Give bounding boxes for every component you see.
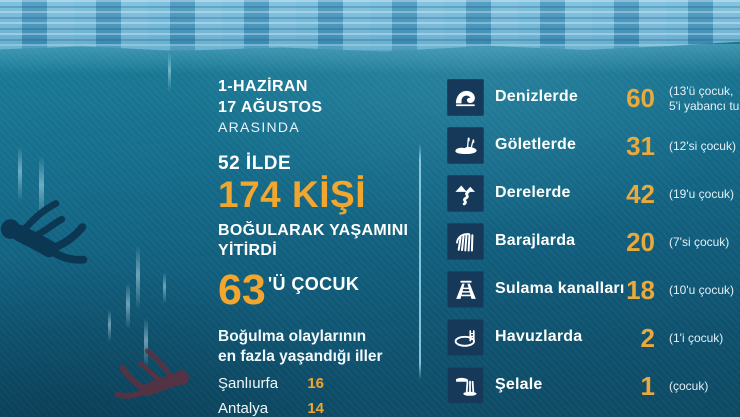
cities-title-line1: Boğulma olaylarının: [218, 328, 367, 345]
location-note: (13'ü çocuk, 5'i yabancı turist): [669, 84, 740, 113]
bubble-streak: [108, 310, 111, 342]
children-count: 63 'Ü ÇOCUK: [218, 266, 418, 314]
location-note: (7'si çocuk): [669, 235, 730, 249]
location-row-selale: Şelale 1 (çocuk): [447, 367, 740, 415]
cities-title-line2: en fazla yaşandığı iller: [218, 348, 383, 365]
bubble-streak: [144, 318, 148, 368]
children-suffix: 'Ü ÇOCUK: [267, 274, 360, 294]
location-note: (12'si çocuk): [669, 139, 736, 153]
location-value: 42: [626, 179, 655, 209]
location-value: 2: [640, 323, 655, 353]
summary-panel: 1-HAZİRAN 17 AĞUSTOS ARASINDA 52 İLDE 17…: [218, 76, 418, 417]
location-note: (1'i çocuk): [669, 331, 724, 345]
location-label: Göletlerde: [495, 136, 577, 153]
location-value: 60: [626, 83, 655, 113]
dam-spillway-icon: [447, 223, 484, 260]
bubble-streak: [18, 146, 22, 202]
bubble-streak: [126, 283, 130, 329]
bubble-streak: [163, 272, 166, 304]
mountain-stream-icon: [447, 175, 484, 212]
date-range-line1: 1-HAZİRAN: [218, 78, 308, 95]
location-value: 18: [626, 275, 655, 305]
waterfall-icon: [447, 367, 484, 404]
city-name: Antalya: [218, 400, 269, 417]
location-label: Derelerde: [495, 184, 571, 201]
sea-wave-icon: [447, 79, 484, 116]
children-number: 63: [218, 266, 266, 314]
location-label: Havuzlarda: [495, 328, 583, 345]
city-value: 16: [307, 375, 324, 392]
location-value: 31: [626, 131, 655, 161]
pool-ladder-icon: [447, 319, 484, 356]
location-label: Barajlarda: [495, 232, 576, 249]
cause-line1: BOĞULARAK YAŞAMINI: [218, 222, 409, 239]
location-label: Sulama kanalları: [495, 280, 625, 297]
location-note: (10'u çocuk): [669, 283, 734, 297]
drowning-figure-maroon: [114, 348, 189, 399]
city-row: Şanlıurfa 16: [218, 375, 324, 392]
bubble-streak: [168, 52, 171, 92]
bubble-streak: [136, 246, 140, 310]
location-label: Şelale: [495, 376, 543, 393]
location-row-denizlerde: Denizlerde 60 (13'ü çocuk, 5'i yabancı t…: [447, 79, 740, 127]
location-value: 20: [626, 227, 655, 257]
location-note: (19'u çocuk): [669, 187, 734, 201]
water-surface: [0, 0, 740, 52]
vertical-divider: [419, 143, 421, 380]
location-row-sulama-kanallari: Sulama kanalları 18 (10'u çocuk): [447, 271, 740, 319]
location-row-barajlarda: Barajlarda 20 (7'si çocuk): [447, 223, 740, 271]
provinces-count: 52 İLDE: [218, 153, 292, 174]
date-range-line2: 17 AĞUSTOS: [218, 99, 323, 116]
location-row-goletlerde: Göletlerde 31 (12'si çocuk): [447, 127, 740, 175]
cause-line2: YİTİRDİ: [218, 242, 277, 259]
location-label: Denizlerde: [495, 88, 578, 105]
date-range-line3: ARASINDA: [218, 119, 300, 135]
total-deaths: 174 KİŞİ: [218, 174, 366, 215]
location-note: (çocuk): [669, 379, 709, 393]
location-row-derelerde: Derelerde 42 (19'u çocuk): [447, 175, 740, 223]
location-row-havuzlarda: Havuzlarda 2 (1'i çocuk): [447, 319, 740, 367]
location-value: 1: [640, 371, 655, 401]
irrigation-canal-icon: [447, 271, 484, 308]
city-row: Antalya 14: [218, 400, 324, 417]
drowning-figure-navy: [0, 200, 88, 264]
city-value: 14: [307, 400, 324, 417]
locations-panel: Denizlerde 60 (13'ü çocuk, 5'i yabancı t…: [447, 79, 740, 415]
bubble-streak: [39, 156, 44, 220]
pond-reeds-icon: [447, 127, 484, 164]
city-name: Şanlıurfa: [218, 375, 279, 392]
